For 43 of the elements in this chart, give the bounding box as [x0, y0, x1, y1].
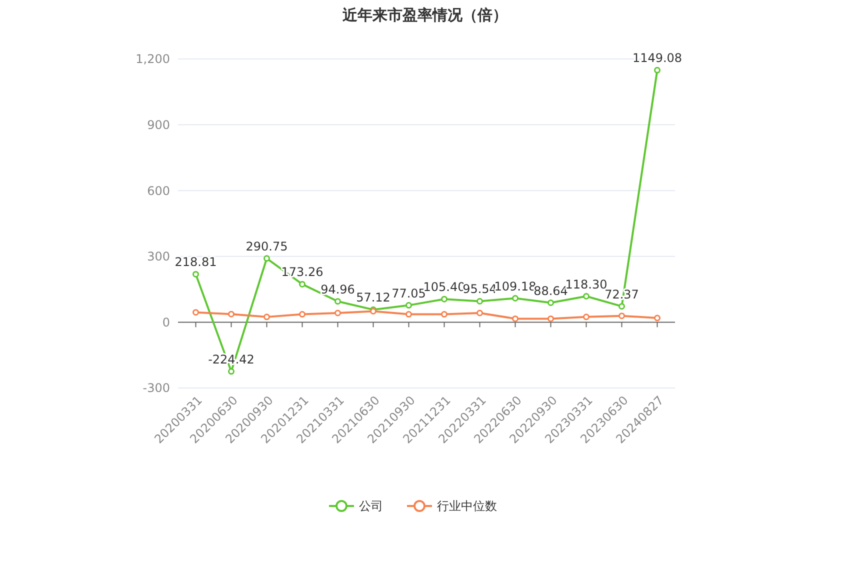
data-label: 95.54: [462, 282, 497, 296]
point: [512, 295, 518, 302]
data-label: 77.05: [392, 286, 426, 300]
point: [476, 310, 483, 316]
point: [618, 303, 625, 310]
point: [228, 368, 234, 375]
y-tick-label: 0: [162, 315, 170, 330]
point: [583, 314, 590, 320]
y-tick-label: 300: [147, 250, 170, 264]
point: [299, 280, 306, 288]
point: [192, 309, 199, 316]
data-label: 57.12: [356, 290, 390, 305]
point: [228, 310, 234, 318]
data-label: 218.81: [174, 255, 217, 270]
point: [654, 66, 660, 74]
point: [264, 314, 270, 320]
legend-label: 行业中位数: [437, 499, 497, 514]
y-tick-label: 1,200: [136, 52, 170, 66]
point: [334, 310, 341, 316]
point: [548, 300, 554, 306]
point: [548, 315, 554, 322]
point: [583, 293, 590, 300]
point: [618, 312, 625, 320]
point: [476, 298, 483, 304]
chart-title: 近年来市盈率情况（倍）: [342, 6, 508, 24]
point: [406, 302, 412, 309]
point: [299, 311, 306, 318]
point: [441, 296, 448, 302]
data-label: 290.75: [246, 239, 288, 254]
data-label: 118.30: [565, 277, 608, 292]
data-label: 1149.08: [632, 51, 682, 66]
point: [441, 311, 448, 318]
legend-label: 公司: [359, 499, 383, 514]
point: [334, 298, 341, 305]
point: [264, 255, 270, 262]
point: [654, 314, 660, 322]
data-label: 94.96: [320, 282, 355, 296]
point: [406, 311, 412, 318]
point: [512, 315, 518, 322]
y-tick-label: -300: [142, 381, 170, 396]
y-tick-label: 600: [147, 184, 170, 198]
y-tick-label: 900: [147, 118, 170, 132]
point: [192, 270, 199, 278]
